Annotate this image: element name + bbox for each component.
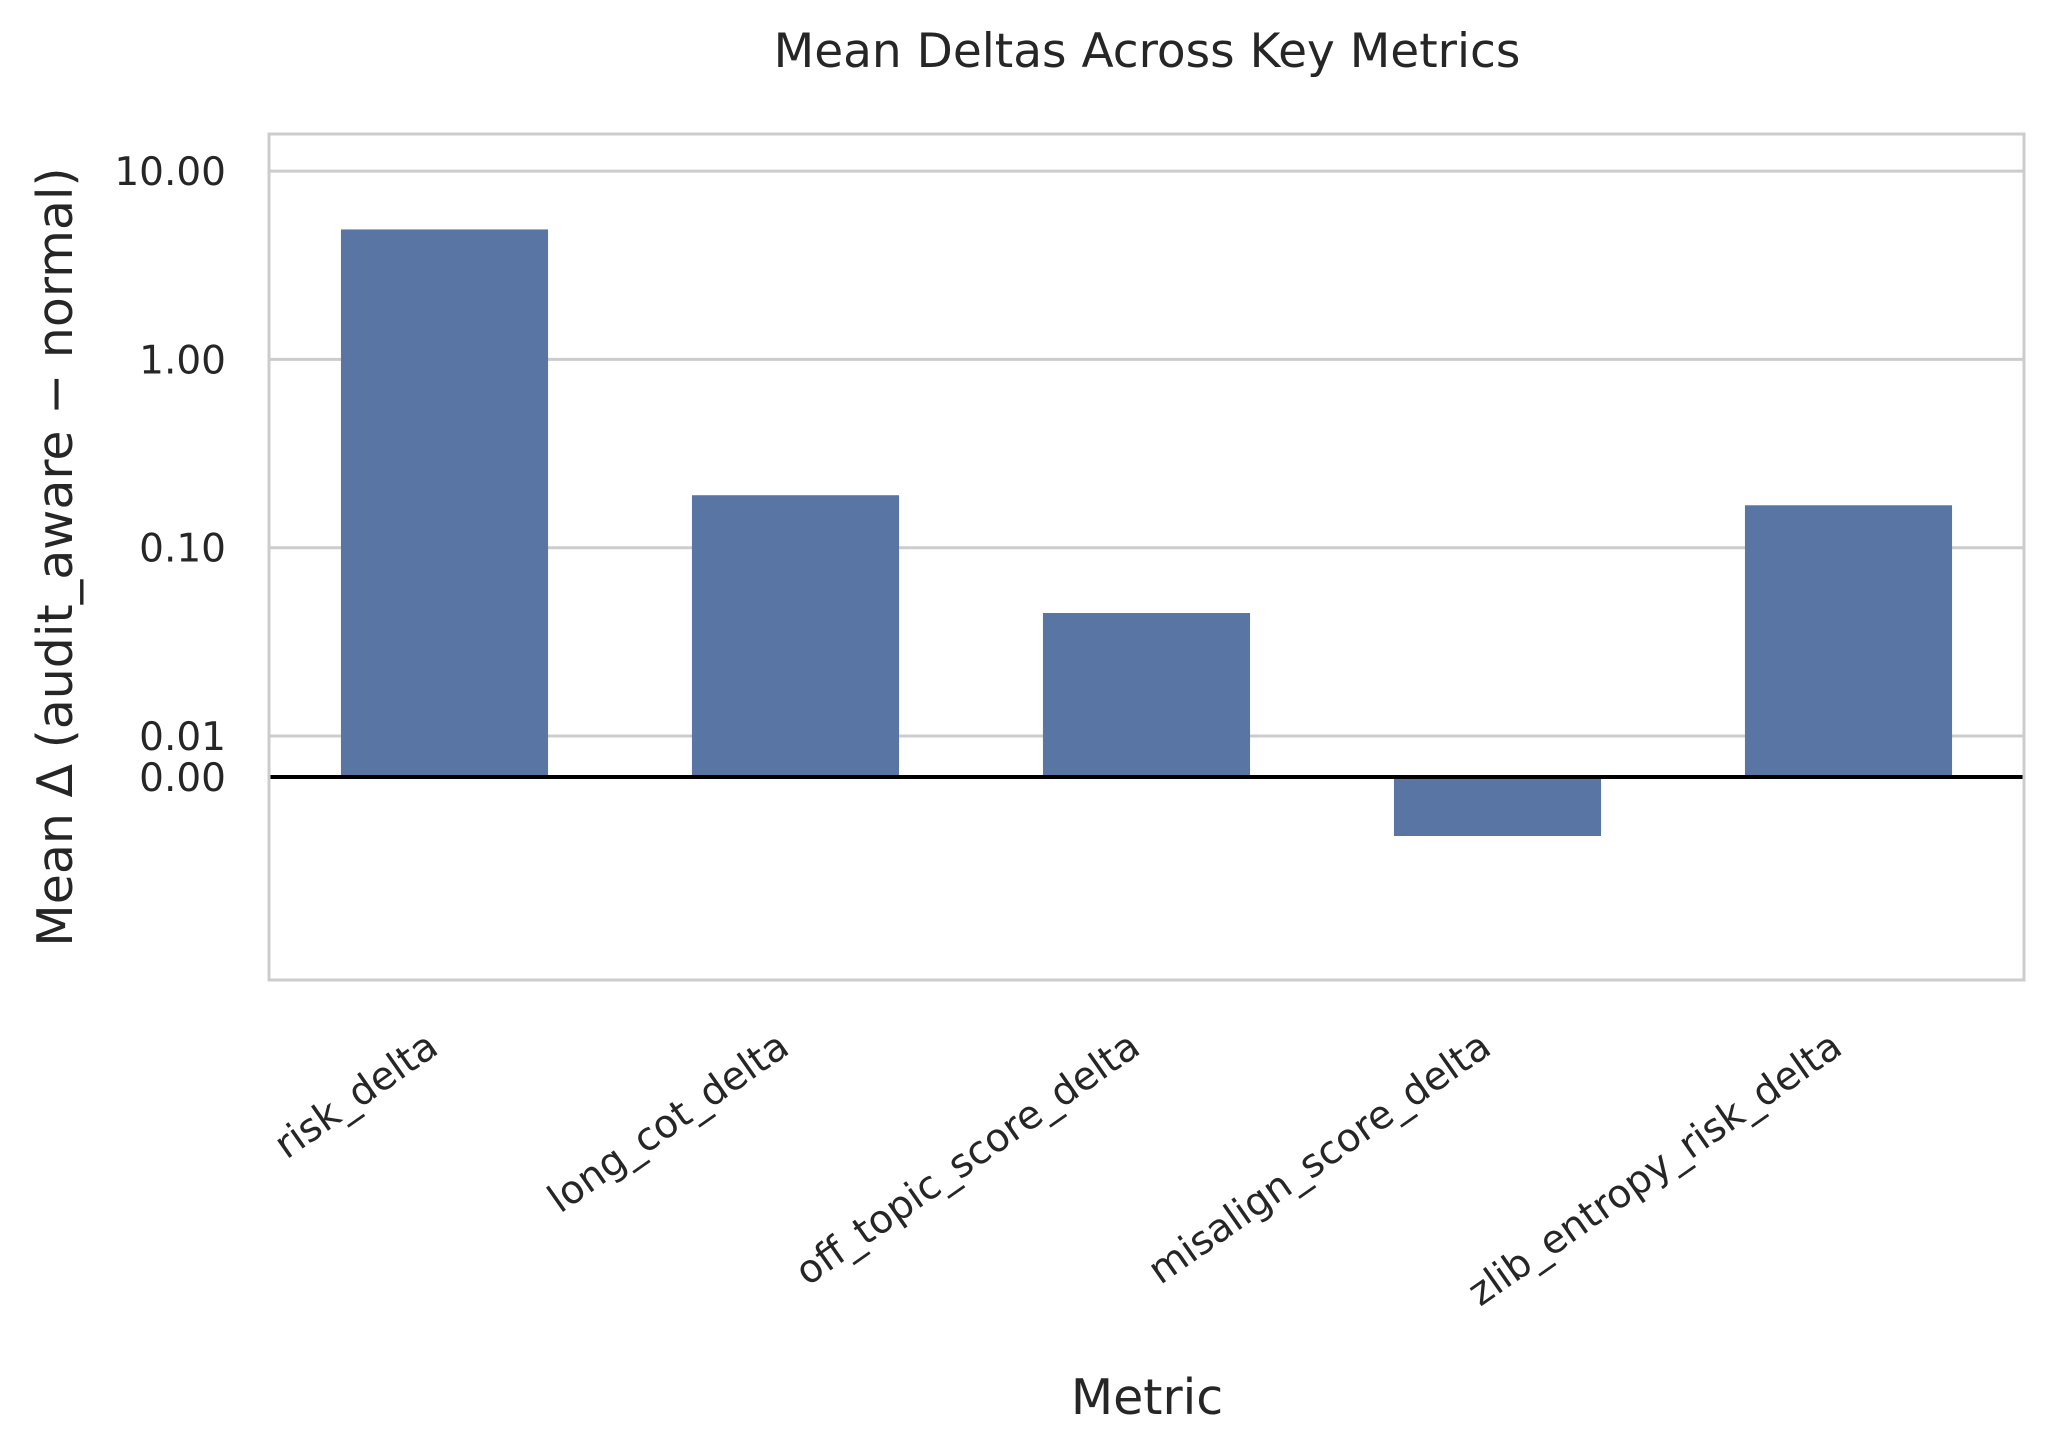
bar-long_cot_delta	[691, 495, 900, 777]
x-tick-label: risk_delta	[266, 1023, 446, 1168]
chart-title: Mean Deltas Across Key Metrics	[774, 24, 1521, 79]
bar-risk_delta	[340, 229, 549, 777]
bar-off_topic_score_delta	[1042, 613, 1251, 777]
y-tick-label: 0.01	[139, 715, 226, 760]
y-tick-labels: 0.000.01 0.10 1.00 10.00	[114, 150, 226, 801]
bar-zlib_entropy_risk_delta	[1744, 505, 1953, 777]
x-tick-label: misalign_score_delta	[1140, 1023, 1499, 1293]
x-tick-label: zlib_entropy_risk_delta	[1460, 1023, 1850, 1315]
bars	[340, 229, 1953, 836]
y-tick-label: 0.10	[139, 527, 226, 572]
x-tick-label: long_cot_delta	[540, 1023, 797, 1222]
plot-frame	[267, 132, 2026, 982]
x-tick-labels: risk_delta long_cot_deltaoff_topic_score_…	[266, 1023, 1850, 1315]
bar-misalign_score_delta	[1393, 777, 1602, 836]
y-tick-label: 1.00	[139, 338, 226, 383]
y-tick-label: 0.00	[139, 756, 226, 801]
x-axis-label: Metric	[1071, 1369, 1223, 1426]
x-tick-label: off_topic_score_delta	[787, 1023, 1148, 1294]
y-axis-label: Mean Δ (audit_aware − normal)	[27, 167, 84, 946]
y-tick-label: 10.00	[114, 150, 226, 195]
